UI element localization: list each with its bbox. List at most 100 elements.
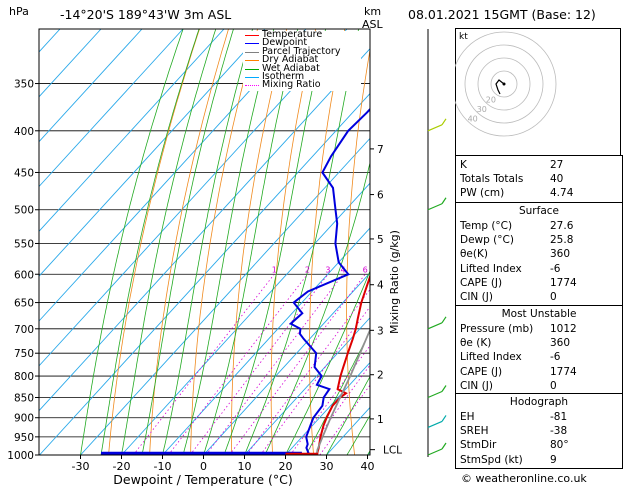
hodograph-ring — [477, 57, 531, 111]
mixing-ratio-label: 3 — [325, 265, 330, 274]
table-row-value: 80° — [550, 439, 569, 452]
credit-footer: © weatheronline.co.uk — [461, 472, 587, 485]
dry-adiabat-line — [346, 47, 370, 455]
legend: Temperature Dewpoint Parcel Trajectory Dry … — [243, 30, 361, 91]
altitude-tick-label: 3 — [377, 325, 384, 337]
legend-swatch — [245, 68, 259, 70]
wet-adiabat-line — [223, 29, 326, 455]
table-row: StmDir 80° — [460, 439, 618, 453]
isotherm-line — [39, 92, 370, 455]
table-row-value: 9 — [550, 453, 557, 466]
table-row: Dewp (°C) 25.8 — [460, 234, 618, 248]
wind-barb-column — [427, 29, 447, 457]
dry-adiabat-line — [231, 29, 288, 455]
hodograph-ring-label: 40 — [468, 114, 478, 123]
wind-barb — [427, 197, 447, 211]
table-row-value: 360 — [550, 337, 571, 350]
wet-adiabat-line — [182, 29, 275, 455]
parcel-trajectory-profile — [315, 327, 370, 455]
mixing-ratio-label: 6 — [363, 265, 368, 274]
table-row: Totals Totals 40 — [460, 173, 618, 187]
pressure-tick-label: 400 — [14, 126, 34, 138]
wet-adiabat-line — [203, 29, 299, 455]
isotherm-line — [39, 29, 184, 188]
pressure-tick-label: 900 — [14, 413, 34, 425]
location-title: -14°20'S 189°43'W 3m ASL — [60, 7, 232, 22]
legend-swatch — [245, 85, 259, 87]
table-row-label: StmSpd (kt) — [460, 453, 523, 466]
legend-item: Dewpoint — [243, 38, 361, 48]
table-row-label: CIN (J) — [460, 291, 493, 303]
table-row-label: CAPE (J) — [460, 365, 503, 378]
hodograph-ring — [455, 31, 557, 137]
altitude-tick-label: 1 — [377, 414, 384, 426]
pressure-unit-label: hPa — [9, 5, 29, 18]
y-axis-label: Mixing Ratio (g/kg) — [388, 230, 401, 334]
mixing-ratio-label: 4 — [341, 265, 346, 274]
table-row-value: 1012 — [550, 323, 577, 335]
table-row: Pressure (mb) 1012 — [460, 323, 618, 337]
table-row-label: Lifted Index — [460, 351, 522, 364]
table-row-value: 25.8 — [550, 234, 574, 247]
dry-adiabat-line — [108, 29, 200, 455]
hodograph-table: Hodograph EH -81 SREH -38 StmDir 80° StmSpd (kt… — [455, 393, 623, 469]
table-row: EH -81 — [460, 411, 618, 425]
pressure-tick-label: 600 — [14, 269, 34, 281]
table-row: CAPE (J) 1774 — [460, 277, 618, 291]
dewpoint-profile — [288, 107, 370, 455]
km-label: km — [364, 5, 382, 18]
wet-adiabat-line — [100, 29, 200, 455]
pressure-tick-label: 750 — [14, 348, 34, 360]
x-tick-label: -10 — [154, 460, 172, 473]
lcl-label: LCL — [383, 445, 402, 457]
table-row-label: SREH — [460, 425, 489, 438]
isotherm-line — [285, 361, 370, 455]
table-row-label: Temp (°C) — [460, 220, 513, 232]
pressure-tick-label: 450 — [14, 167, 34, 179]
table-row-label: Dewp (°C) — [460, 234, 514, 247]
x-axis-label: Dewpoint / Temperature (°C) — [113, 472, 292, 486]
x-tick-label: 20 — [279, 460, 293, 473]
wind-barb — [427, 316, 447, 330]
wind-barb — [427, 415, 447, 428]
legend-label: Isotherm — [262, 71, 305, 82]
wind-barb — [427, 118, 447, 132]
mixing-ratio-line — [132, 274, 275, 455]
pressure-tick-label: 800 — [14, 371, 34, 383]
hodograph-trace — [495, 79, 505, 95]
wet-adiabat-line — [121, 29, 217, 455]
hodograph-frame — [455, 28, 621, 158]
isotherm-line — [39, 29, 225, 233]
mixing-ratio-label: 1 — [272, 265, 277, 274]
isotherm-line — [39, 29, 307, 322]
legend-label: Wet Adiabat — [262, 62, 320, 74]
table-row: θe (K) 360 — [460, 337, 618, 351]
table-row-value: 1774 — [550, 276, 577, 289]
wet-adiabat-line — [244, 29, 359, 455]
legend-item: Isotherm — [243, 71, 361, 82]
table-row-value: -6 — [550, 351, 561, 364]
x-tick-label: -30 — [72, 460, 90, 473]
altitude-tick-label: 7 — [377, 144, 384, 156]
table-row: CAPE (J) 1774 — [460, 366, 618, 380]
legend-swatch — [245, 35, 259, 36]
most-unstable-table: Most Unstable Pressure (mb) 1012 θe (K) 360 L… — [455, 305, 623, 395]
wind-barb — [427, 442, 447, 456]
legend-item: Temperature — [243, 30, 361, 40]
altitude-tick-label: 5 — [377, 234, 384, 246]
table-row-value: -6 — [550, 262, 561, 275]
table-section-title: Hodograph — [509, 396, 569, 408]
hodograph-ring-label: 30 — [477, 105, 487, 114]
mixing-ratio-label: 2 — [305, 265, 310, 274]
table-row: θe(K) 360 — [460, 248, 618, 262]
hodograph-unit-label: kt — [459, 32, 468, 42]
hodograph-ring — [490, 70, 518, 98]
legend-label: Dry Adiabat — [262, 54, 319, 66]
dry-adiabat-line — [270, 29, 317, 455]
pressure-tick-label: 700 — [14, 324, 34, 336]
table-section-title: Most Unstable — [501, 308, 577, 320]
legend-swatch — [245, 60, 259, 62]
legend-item: Wet Adiabat — [243, 62, 361, 74]
table-row-label: Pressure (mb) — [460, 323, 534, 335]
